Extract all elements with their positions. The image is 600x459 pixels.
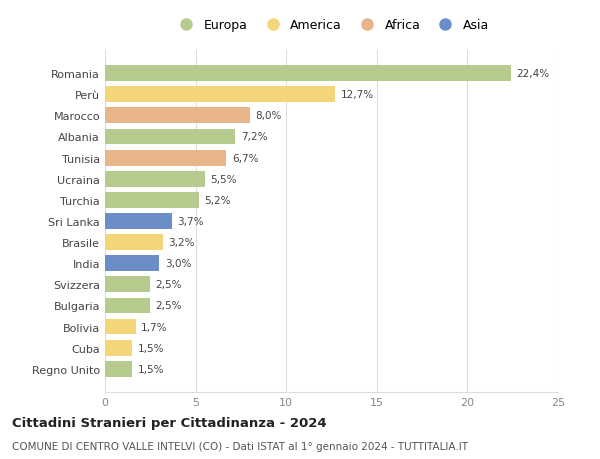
Bar: [105, 192, 199, 208]
Bar: [105, 319, 136, 335]
Text: 3,2%: 3,2%: [169, 238, 195, 247]
Text: 7,2%: 7,2%: [241, 132, 268, 142]
Bar: [105, 235, 163, 251]
Bar: [105, 277, 151, 292]
Bar: [105, 129, 235, 145]
Bar: [105, 213, 172, 230]
Text: 2,5%: 2,5%: [156, 301, 182, 311]
Bar: [105, 66, 511, 82]
Text: 6,7%: 6,7%: [232, 153, 259, 163]
Text: 3,0%: 3,0%: [165, 258, 191, 269]
Bar: [105, 151, 226, 166]
Text: 8,0%: 8,0%: [256, 111, 282, 121]
Text: 5,2%: 5,2%: [205, 196, 231, 205]
Bar: [105, 87, 335, 103]
Bar: [105, 256, 160, 272]
Text: 1,5%: 1,5%: [137, 343, 164, 353]
Text: 12,7%: 12,7%: [341, 90, 374, 100]
Bar: [105, 171, 205, 187]
Legend: Europa, America, Africa, Asia: Europa, America, Africa, Asia: [170, 16, 493, 36]
Bar: [105, 108, 250, 124]
Text: 22,4%: 22,4%: [517, 69, 550, 79]
Text: 3,7%: 3,7%: [178, 217, 204, 226]
Bar: [105, 361, 132, 377]
Text: 5,5%: 5,5%: [210, 174, 236, 185]
Text: COMUNE DI CENTRO VALLE INTELVI (CO) - Dati ISTAT al 1° gennaio 2024 - TUTTITALIA: COMUNE DI CENTRO VALLE INTELVI (CO) - Da…: [12, 441, 468, 451]
Bar: [105, 340, 132, 356]
Text: 2,5%: 2,5%: [156, 280, 182, 290]
Text: Cittadini Stranieri per Cittadinanza - 2024: Cittadini Stranieri per Cittadinanza - 2…: [12, 416, 326, 429]
Text: 1,5%: 1,5%: [137, 364, 164, 374]
Bar: [105, 298, 151, 313]
Text: 1,7%: 1,7%: [141, 322, 168, 332]
